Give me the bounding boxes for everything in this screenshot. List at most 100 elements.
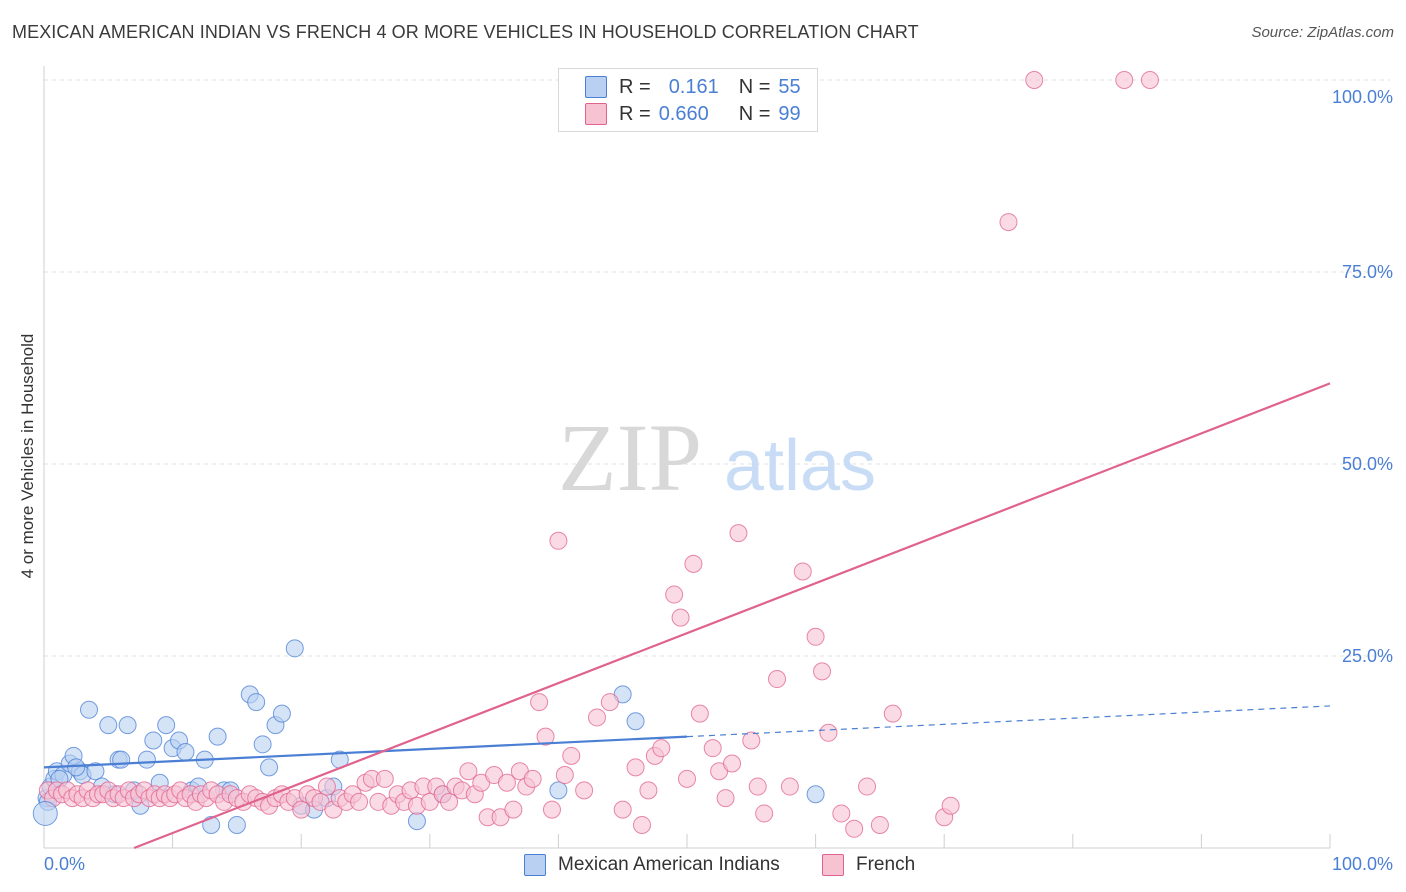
data-point (504, 800, 523, 819)
data-point (780, 777, 799, 796)
legend-r-value: 0.161 (668, 75, 719, 98)
data-point (832, 804, 851, 823)
data-point (613, 800, 632, 819)
legend-row-mexican: R = 0.161 N = 55 (585, 75, 801, 99)
watermark-atlas: atlas (724, 426, 876, 506)
data-point (870, 815, 889, 834)
data-point (86, 762, 105, 781)
data-point (632, 815, 651, 834)
data-point (407, 812, 426, 831)
y-tick-label: 25.0% (1342, 646, 1393, 666)
legend-n-label: N = (738, 102, 771, 125)
bottom-legend-french: French (822, 852, 915, 878)
data-point (639, 781, 658, 800)
data-point (716, 789, 735, 808)
data-point (530, 693, 549, 712)
data-point (806, 785, 825, 804)
data-point (67, 758, 86, 777)
data-point (819, 723, 838, 742)
y-tick-label: 100.0% (1332, 87, 1393, 107)
data-point (768, 670, 787, 689)
data-point (555, 766, 574, 785)
data-point (536, 727, 555, 746)
bottom-legend-label: French (856, 854, 916, 875)
data-point (652, 739, 671, 758)
x-tick-label: 100.0% (1332, 854, 1393, 874)
data-point (626, 712, 645, 731)
data-point (684, 554, 703, 573)
legend: R = 0.161 N = 55 R = 0.660 N = 99 (558, 68, 818, 132)
legend-r-label: R = (619, 102, 651, 125)
data-point (1115, 71, 1134, 89)
data-point (549, 531, 568, 550)
tick-labels: 25.0% 50.0% 75.0% 100.0% 0.0% 100.0% (44, 87, 1393, 874)
data-point (813, 662, 832, 681)
legend-row-french: R = 0.660 N = 99 (585, 102, 801, 126)
legend-r-value: 0.660 (658, 102, 709, 125)
data-point (665, 585, 684, 604)
data-point (703, 739, 722, 758)
data-point (80, 700, 99, 719)
data-point (247, 693, 266, 712)
chart-title: MEXICAN AMERICAN INDIAN VS FRENCH 4 OR M… (12, 22, 919, 42)
data-point (858, 777, 877, 796)
data-point (626, 758, 645, 777)
trend-lines (43, 382, 1331, 850)
data-point (253, 735, 272, 754)
data-point (112, 750, 131, 769)
data-point (317, 777, 336, 796)
data-point (292, 800, 311, 819)
data-point (542, 800, 561, 819)
data-point (845, 819, 864, 838)
data-point (793, 562, 812, 581)
grid-lines (44, 79, 1390, 657)
data-point (690, 704, 709, 723)
series-french (38, 71, 1159, 838)
data-point (575, 781, 594, 800)
legend-n-value: 99 (778, 102, 801, 125)
y-tick-label: 75.0% (1342, 262, 1393, 282)
data-point (678, 769, 696, 788)
data-point (144, 731, 163, 750)
y-tick-label: 50.0% (1342, 454, 1393, 474)
data-point (748, 777, 767, 796)
data-point (375, 769, 394, 788)
data-point (729, 524, 748, 543)
legend-n-label: N = (738, 75, 771, 98)
data-point (883, 704, 902, 723)
data-point (806, 627, 825, 646)
legend-r-label: R = (619, 75, 651, 98)
legend-swatch-blue (585, 76, 607, 98)
data-point (157, 716, 176, 735)
data-point (285, 639, 304, 658)
data-point (459, 762, 478, 781)
data-point (755, 804, 774, 823)
data-point (497, 773, 516, 792)
bottom-legend-label: Mexican American Indians (558, 854, 780, 875)
data-point (118, 716, 137, 735)
bottom-legend-mexican: Mexican American Indians (524, 852, 780, 878)
data-point (440, 792, 459, 811)
trend-line-extension (686, 705, 1331, 738)
data-point (999, 213, 1018, 232)
trend-line-mexican-american-indians (43, 735, 688, 769)
data-point (671, 608, 690, 627)
data-point (32, 800, 58, 826)
data-point (260, 758, 279, 777)
legend-swatch-pink (585, 103, 607, 125)
legend-n-value: 55 (778, 75, 801, 98)
axes (43, 66, 1331, 849)
data-point (941, 796, 960, 815)
data-point (1025, 71, 1044, 89)
data-point (99, 716, 118, 735)
x-tick-label: 0.0% (44, 854, 85, 874)
watermark-zip: ZIP (558, 404, 702, 511)
data-point (549, 781, 568, 800)
data-point (227, 815, 246, 834)
data-point (176, 743, 195, 761)
bottom-swatch-pink (822, 854, 844, 876)
source-label: Source: ZipAtlas.com (1251, 24, 1394, 41)
data-points (32, 71, 1159, 838)
data-point (208, 727, 227, 746)
